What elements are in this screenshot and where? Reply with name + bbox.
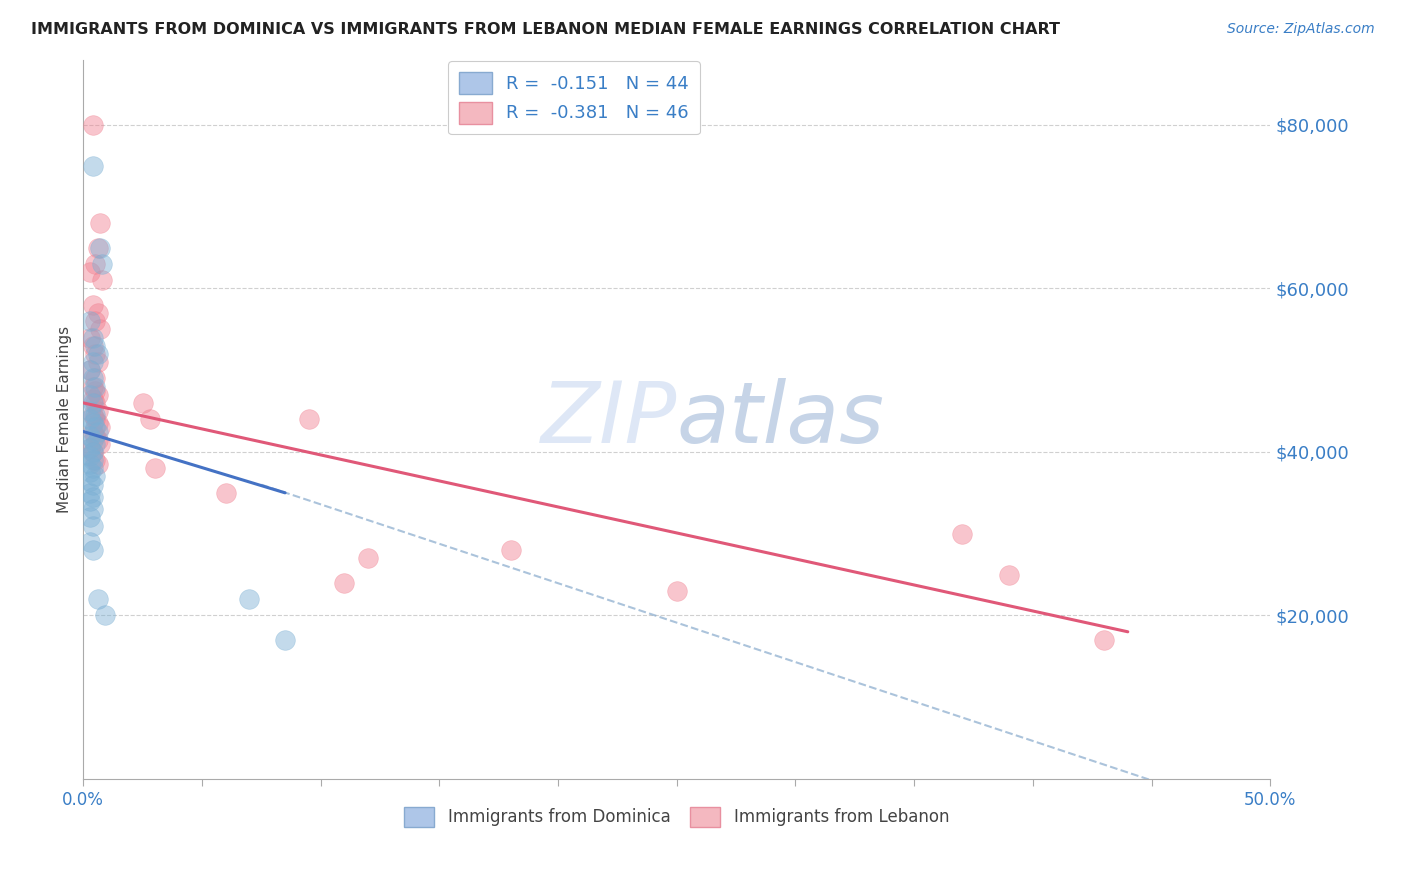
Point bbox=[84, 257, 107, 271]
Point bbox=[82, 477, 104, 491]
Point bbox=[82, 461, 104, 475]
Point bbox=[86, 241, 108, 255]
Point bbox=[86, 355, 108, 369]
Point bbox=[82, 355, 104, 369]
Point bbox=[1092, 632, 1115, 647]
Point bbox=[499, 543, 522, 558]
Point bbox=[950, 526, 973, 541]
Text: ZIP: ZIP bbox=[540, 377, 676, 461]
Point bbox=[89, 420, 111, 434]
Point bbox=[79, 441, 101, 455]
Point bbox=[86, 425, 108, 439]
Point bbox=[89, 241, 111, 255]
Point bbox=[215, 485, 238, 500]
Point bbox=[82, 502, 104, 516]
Point bbox=[82, 445, 104, 459]
Point bbox=[89, 216, 111, 230]
Point bbox=[82, 518, 104, 533]
Point bbox=[86, 388, 108, 402]
Text: Source: ZipAtlas.com: Source: ZipAtlas.com bbox=[1227, 22, 1375, 37]
Point bbox=[79, 330, 101, 344]
Point bbox=[84, 396, 107, 410]
Point bbox=[79, 457, 101, 471]
Point bbox=[93, 608, 115, 623]
Point bbox=[79, 494, 101, 508]
Point bbox=[82, 425, 104, 439]
Point bbox=[79, 388, 101, 402]
Point bbox=[84, 339, 107, 353]
Text: atlas: atlas bbox=[676, 377, 884, 461]
Point bbox=[143, 461, 166, 475]
Point bbox=[79, 363, 101, 377]
Point bbox=[82, 118, 104, 132]
Point bbox=[82, 298, 104, 312]
Point bbox=[82, 371, 104, 385]
Point bbox=[84, 371, 107, 385]
Point bbox=[86, 347, 108, 361]
Point bbox=[82, 159, 104, 173]
Legend: Immigrants from Dominica, Immigrants from Lebanon: Immigrants from Dominica, Immigrants fro… bbox=[396, 798, 957, 835]
Point bbox=[86, 404, 108, 418]
Point bbox=[333, 575, 356, 590]
Point bbox=[84, 347, 107, 361]
Text: IMMIGRANTS FROM DOMINICA VS IMMIGRANTS FROM LEBANON MEDIAN FEMALE EARNINGS CORRE: IMMIGRANTS FROM DOMINICA VS IMMIGRANTS F… bbox=[31, 22, 1060, 37]
Point bbox=[357, 551, 380, 566]
Point bbox=[131, 396, 153, 410]
Point bbox=[79, 441, 101, 455]
Point bbox=[84, 379, 107, 393]
Point bbox=[84, 469, 107, 483]
Point bbox=[79, 474, 101, 488]
Point bbox=[79, 314, 101, 328]
Point bbox=[82, 330, 104, 344]
Point bbox=[79, 412, 101, 426]
Point bbox=[82, 379, 104, 393]
Point bbox=[86, 457, 108, 471]
Point bbox=[84, 453, 107, 467]
Point bbox=[79, 265, 101, 279]
Y-axis label: Median Female Earnings: Median Female Earnings bbox=[58, 326, 72, 513]
Point bbox=[82, 392, 104, 406]
Point bbox=[79, 404, 101, 418]
Point bbox=[86, 417, 108, 431]
Point bbox=[79, 428, 101, 442]
Point bbox=[82, 417, 104, 431]
Point bbox=[86, 306, 108, 320]
Point bbox=[84, 437, 107, 451]
Point bbox=[298, 412, 321, 426]
Point bbox=[82, 543, 104, 558]
Point bbox=[86, 433, 108, 447]
Point bbox=[84, 420, 107, 434]
Point bbox=[79, 534, 101, 549]
Point bbox=[91, 257, 114, 271]
Point bbox=[86, 592, 108, 607]
Point bbox=[238, 592, 260, 607]
Point bbox=[79, 466, 101, 480]
Point bbox=[84, 314, 107, 328]
Point bbox=[82, 490, 104, 504]
Point bbox=[89, 437, 111, 451]
Point bbox=[82, 453, 104, 467]
Point bbox=[82, 339, 104, 353]
Point bbox=[82, 408, 104, 422]
Point bbox=[84, 408, 107, 422]
Point bbox=[84, 428, 107, 442]
Point bbox=[139, 412, 162, 426]
Point bbox=[79, 363, 101, 377]
Point bbox=[79, 510, 101, 524]
Point bbox=[89, 322, 111, 336]
Point bbox=[665, 583, 688, 598]
Point bbox=[82, 433, 104, 447]
Point bbox=[84, 412, 107, 426]
Point bbox=[82, 445, 104, 459]
Point bbox=[84, 384, 107, 398]
Point bbox=[82, 396, 104, 410]
Point bbox=[79, 449, 101, 463]
Point bbox=[79, 485, 101, 500]
Point bbox=[274, 632, 297, 647]
Point bbox=[998, 567, 1021, 582]
Point bbox=[91, 273, 114, 287]
